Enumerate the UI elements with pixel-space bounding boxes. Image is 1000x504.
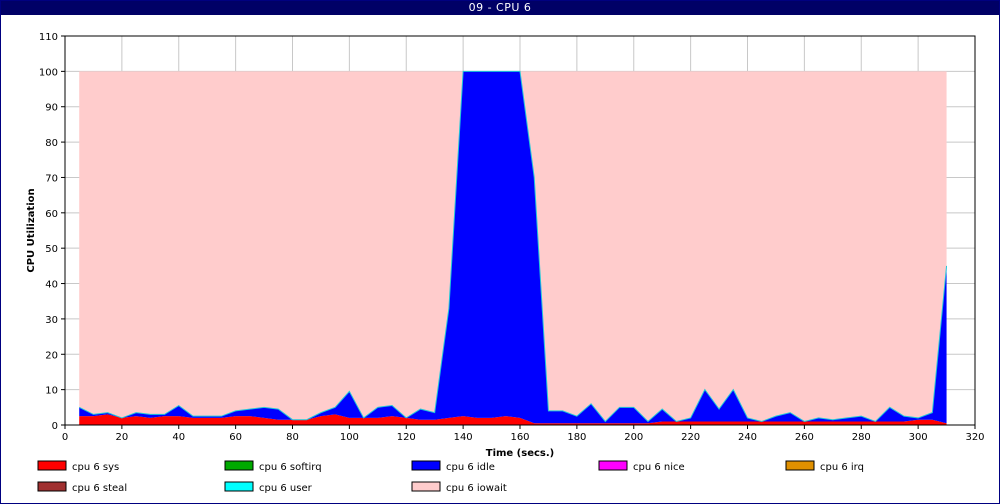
x-tick-labels: 0 20 40 60 80 100 120 140 160 180 200 220 240 260 280 3… [62,432,985,443]
legend-label: cpu 6 softirq [259,462,322,473]
x-tick-label: 120 [397,432,416,443]
series-area-cpu-6-idle [79,71,947,424]
window-title: 09 - CPU 6 [1,1,999,15]
series-area-cpu-6-sys [79,414,947,425]
x-tick-label: 0 [62,432,68,443]
legend-label: cpu 6 irq [820,462,864,473]
legend-swatch [37,460,67,471]
y-tick-label: 70 [45,173,58,184]
legend-item: cpu 6 user [224,481,313,494]
x-tick-label: 300 [909,432,928,443]
legend-swatch [598,460,628,471]
legend-item: cpu 6 nice [598,460,685,473]
legend-item: cpu 6 idle [411,460,495,473]
legend-item: cpu 6 iowait [411,481,507,494]
x-tick-label: 200 [624,432,643,443]
legend-item: cpu 6 softirq [224,460,322,473]
legend-swatch [411,460,441,471]
y-tick-label: 110 [39,32,58,43]
legend-label: cpu 6 user [259,483,313,494]
legend-label: cpu 6 iowait [446,483,507,494]
x-tick-label: 320 [965,432,984,443]
legend-swatch [37,481,67,492]
x-tick-label: 40 [172,432,185,443]
legend-item: cpu 6 sys [37,460,119,473]
y-tick-label: 0 [52,421,58,432]
y-tick-label: 20 [45,350,58,361]
legend-item: cpu 6 steal [37,481,127,494]
y-tick-label: 80 [45,138,58,149]
x-tick-label: 240 [738,432,757,443]
x-tick-label: 60 [229,432,242,443]
legend-swatch [224,460,254,471]
y-tick-label: 60 [45,209,58,220]
legend: cpu 6 sys cpu 6 softirq cpu 6 idle cpu 6 ni… [37,460,864,494]
legend-label: cpu 6 sys [72,462,119,473]
x-tick-label: 220 [681,432,700,443]
legend-label: cpu 6 nice [633,462,685,473]
x-tick-label: 100 [340,432,359,443]
x-tick-label: 20 [116,432,129,443]
x-tick-label: 140 [454,432,473,443]
legend-swatch [785,460,815,471]
y-axis-label: CPU Utilization [26,188,37,272]
y-tick-label: 10 [45,386,58,397]
y-tick-label: 50 [45,244,58,255]
legend-swatch [224,481,254,492]
idle-edge-line [78,70,948,423]
x-tick-label: 80 [286,432,299,443]
legend-swatch [411,481,441,492]
axes [61,35,976,429]
y-tick-label: 100 [39,67,58,78]
legend-item: cpu 6 irq [785,460,864,473]
x-tick-label: 180 [567,432,586,443]
y-tick-label: 40 [45,280,58,291]
x-tick-label: 160 [510,432,529,443]
x-tick-label: 280 [852,432,871,443]
y-tick-labels: 0 10 20 30 40 50 60 70 80 90 100 110 [39,32,58,432]
legend-label: cpu 6 idle [446,462,495,473]
y-tick-label: 90 [45,103,58,114]
x-axis-label: Time (secs.) [486,448,555,459]
legend-label: cpu 6 steal [72,483,127,494]
series-area-cpu-6-iowait [79,71,947,422]
stacked-areas [78,70,948,425]
y-tick-label: 30 [45,315,58,326]
x-tick-label: 260 [795,432,814,443]
